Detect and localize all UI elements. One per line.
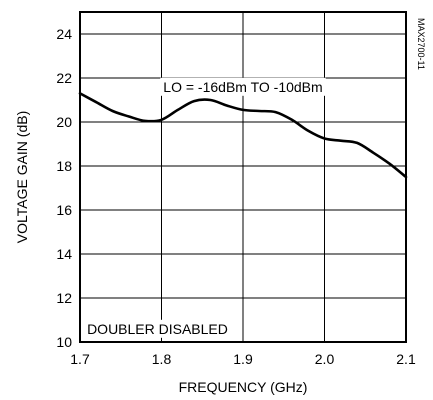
annotation-background (84, 319, 231, 338)
figure-code: MAX2700-11 (416, 18, 426, 70)
x-tick-label: 1.8 (152, 351, 172, 367)
x-axis-title: FREQUENCY (GHz) (179, 379, 308, 395)
x-tick-label: 2.1 (396, 351, 416, 367)
y-tick-label: 24 (56, 26, 72, 42)
annotation-lo-range: LO = -16dBm TO -10dBm (163, 79, 322, 95)
x-tick-label: 2.0 (315, 351, 335, 367)
x-tick-label: 1.7 (70, 351, 90, 367)
x-tick-labels: 1.7 1.8 1.9 2.0 2.1 (70, 351, 416, 367)
series-group (78, 92, 408, 179)
annotation-doubler-disabled: DOUBLER DISABLED (87, 321, 228, 337)
grid-lines (80, 12, 406, 342)
series-line-0 (78, 92, 408, 179)
y-tick-labels: 10 12 14 16 18 20 22 24 (56, 26, 72, 350)
x-tick-label: 1.9 (233, 351, 253, 367)
y-tick-label: 20 (56, 114, 72, 130)
y-tick-label: 16 (56, 202, 72, 218)
y-tick-label: 10 (56, 334, 72, 350)
y-tick-label: 12 (56, 290, 72, 306)
y-tick-label: 14 (56, 246, 72, 262)
y-axis-title: VOLTAGE GAIN (dB) (14, 111, 30, 244)
y-tick-label: 22 (56, 70, 72, 86)
y-tick-label: 18 (56, 158, 72, 174)
plot-frame (79, 11, 407, 343)
annotation-background (160, 77, 326, 96)
